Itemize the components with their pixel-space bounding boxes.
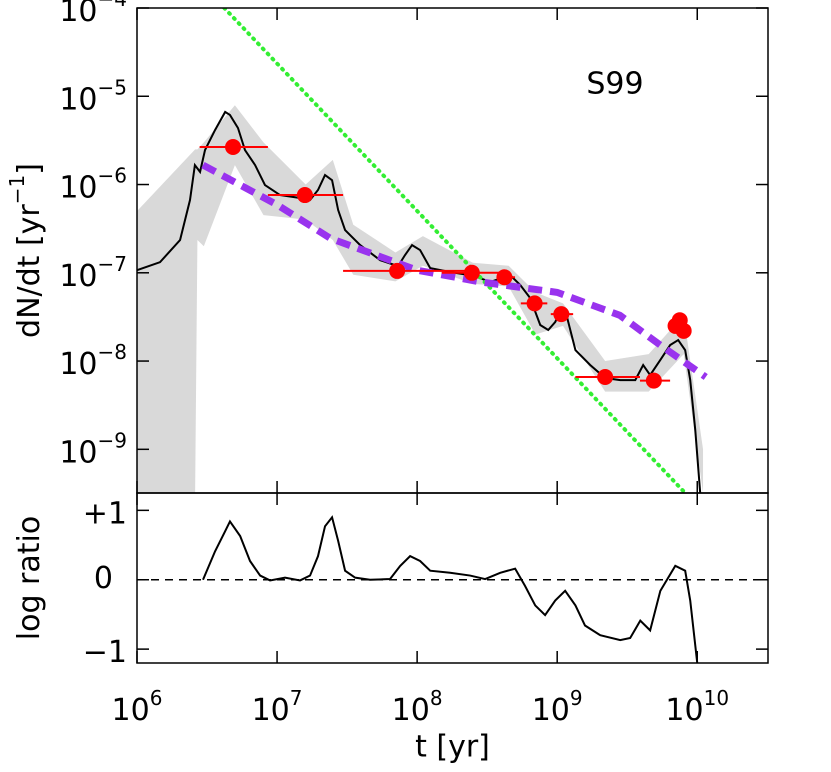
plot-area — [137, 8, 708, 493]
tick-label-exponent: −5 — [98, 75, 127, 99]
tick-label: 10−7 — [59, 251, 127, 293]
tick-label: 10−4 — [59, 0, 127, 29]
data-point — [526, 295, 543, 312]
tick-label-base: 10 — [59, 435, 97, 470]
tick-label: −1 — [83, 635, 127, 670]
tick-label: 10−5 — [59, 75, 127, 117]
plot-frame — [136, 7, 769, 494]
tick-label-base: 10 — [665, 693, 703, 728]
tick-label-exponent: −9 — [98, 428, 127, 452]
tick-label: 10−8 — [59, 340, 127, 382]
y-axis-label-text: dN/dt [yr — [12, 204, 47, 338]
plot-area — [137, 515, 768, 663]
tick-label-exponent: 7 — [290, 686, 303, 710]
data-point — [645, 372, 662, 389]
tick-label: 0 — [94, 561, 113, 596]
tick-label: 10−6 — [59, 163, 127, 205]
y-axis-label: dN/dt [yr−1] — [5, 163, 47, 338]
tick-label-base: +1 — [83, 496, 127, 531]
data-point — [225, 139, 242, 156]
tick-label: +1 — [83, 496, 127, 531]
tick-label: 106 — [112, 686, 163, 728]
tick-label-exponent: 8 — [430, 686, 443, 710]
tick-label-base: 10 — [112, 693, 150, 728]
data-point — [296, 187, 313, 204]
data-point — [389, 262, 406, 279]
plot-frame — [136, 492, 769, 664]
data-point — [496, 269, 513, 286]
uncertainty-band — [137, 105, 704, 493]
data-point — [463, 264, 480, 281]
line — [202, 515, 699, 663]
tick-label: 1010 — [665, 686, 729, 728]
tick-label: 10−9 — [59, 428, 127, 470]
tick-label-base: 10 — [392, 693, 430, 728]
tick-label-exponent: −8 — [98, 340, 127, 364]
y-axis-label-text: log ratio — [12, 516, 47, 640]
data-point — [553, 306, 570, 323]
x-axis-label: t [yr] — [415, 730, 490, 765]
tick-label-base: 10 — [252, 693, 290, 728]
y-axis-label-suffix: ] — [12, 163, 47, 175]
tick-label-exponent: 10 — [704, 686, 729, 710]
tick-label-exponent: 9 — [570, 686, 583, 710]
tick-label-base: 10 — [532, 693, 570, 728]
tick-label-base: 10 — [59, 170, 97, 205]
annotation: S99 — [586, 67, 643, 102]
tick-label-base: 10 — [59, 0, 97, 29]
y-axis-label: log ratio — [12, 516, 47, 640]
tick-label-exponent: 6 — [150, 686, 163, 710]
tick-label-exponent: −7 — [98, 251, 127, 275]
tick-label: 109 — [532, 686, 583, 728]
line — [222, 8, 688, 493]
tick-label-exponent: −4 — [98, 0, 127, 11]
tick-label-base: −1 — [83, 635, 127, 670]
tick-label-exponent: −6 — [98, 163, 127, 187]
data-point — [597, 368, 614, 385]
tick-label-base: 10 — [59, 258, 97, 293]
data-point — [675, 322, 692, 339]
y-axis-label-exponent: −1 — [5, 175, 29, 204]
tick-label-base: 10 — [59, 347, 97, 382]
tick-label-base: 10 — [59, 82, 97, 117]
tick-label: 108 — [392, 686, 443, 728]
tick-label: 107 — [252, 686, 303, 728]
